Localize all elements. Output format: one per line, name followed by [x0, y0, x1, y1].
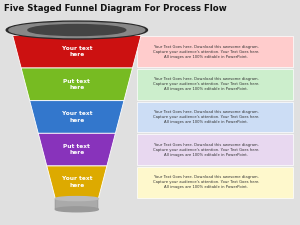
Text: Your text
here: Your text here [61, 176, 92, 188]
FancyBboxPatch shape [55, 199, 98, 209]
FancyBboxPatch shape [136, 167, 293, 198]
Ellipse shape [9, 22, 145, 38]
Text: Your Text Goes here. Download this awesome diagram.
Capture your audience's atte: Your Text Goes here. Download this aweso… [153, 110, 259, 124]
FancyBboxPatch shape [136, 69, 293, 100]
Polygon shape [13, 35, 141, 68]
Ellipse shape [55, 197, 98, 201]
Polygon shape [21, 68, 133, 101]
Text: Your Text Goes here. Download this awesome diagram.
Capture your audience's atte: Your Text Goes here. Download this aweso… [153, 175, 259, 189]
Text: Five Staged Funnel Diagram For Process Flow: Five Staged Funnel Diagram For Process F… [4, 4, 226, 13]
Text: Your Text Goes here. Download this awesome diagram.
Capture your audience's atte: Your Text Goes here. Download this aweso… [153, 143, 259, 157]
Text: Your text
here: Your text here [61, 111, 92, 123]
FancyBboxPatch shape [136, 134, 293, 165]
Text: Put text
here: Put text here [63, 144, 90, 155]
Polygon shape [47, 166, 107, 199]
Text: Your Text Goes here. Download this awesome diagram.
Capture your audience's atte: Your Text Goes here. Download this aweso… [153, 77, 259, 91]
FancyBboxPatch shape [136, 101, 293, 132]
FancyBboxPatch shape [136, 36, 293, 67]
Ellipse shape [28, 25, 126, 36]
Text: Your text
here: Your text here [61, 46, 92, 57]
Ellipse shape [55, 207, 98, 212]
Polygon shape [38, 133, 116, 166]
Text: Your Text Goes here. Download this awesome diagram.
Capture your audience's atte: Your Text Goes here. Download this aweso… [153, 45, 259, 59]
Polygon shape [30, 101, 124, 133]
Ellipse shape [6, 21, 148, 39]
Text: Put text
here: Put text here [63, 79, 90, 90]
